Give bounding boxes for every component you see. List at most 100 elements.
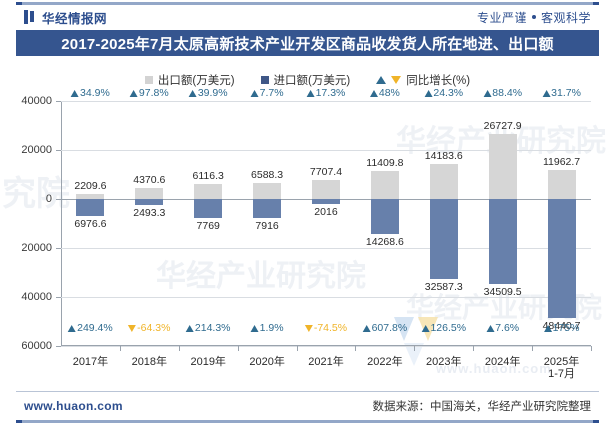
arrow-up-icon — [421, 324, 430, 332]
bar-export[interactable] — [194, 184, 223, 199]
bar-value-import: 32587.3 — [424, 280, 463, 293]
footer-divider — [16, 391, 599, 392]
y-axis-line — [61, 101, 62, 346]
y-axis-tick — [56, 297, 61, 298]
page-footer: www.huaon.com 数据来源：中国海关，华经产业研究院整理 — [16, 392, 599, 420]
chart-category-group: 6116.3 7769 39.9% 214.3% 2019年 — [179, 87, 238, 368]
arrow-up-icon — [369, 89, 378, 97]
bar-export[interactable] — [76, 193, 105, 199]
legend-label-import: 进口额(万美元) — [273, 75, 351, 87]
bar-import[interactable] — [547, 199, 576, 318]
bar-export[interactable] — [135, 188, 164, 199]
growth-label-import: 214.3% — [185, 322, 231, 334]
x-axis-label-line1: 2021年 — [308, 356, 344, 368]
growth-value-import: -64.3% — [137, 322, 171, 334]
bar-import[interactable] — [194, 199, 223, 219]
chart-category-group: 6588.3 7916 7.7% 1.9% 2020年 — [238, 87, 297, 368]
arrow-up-icon — [250, 324, 259, 332]
footer-site-url[interactable]: www.huaon.com — [24, 399, 123, 413]
bullet-dot-icon — [531, 15, 536, 19]
bar-export[interactable] — [370, 171, 399, 199]
bar-value-import: 2016 — [314, 205, 338, 218]
arrow-up-icon — [129, 89, 138, 97]
gridline — [61, 297, 591, 298]
growth-label-export: 48% — [369, 87, 400, 99]
watermark-1: 究院 — [2, 175, 70, 213]
x-axis-label: 2021年 — [308, 356, 343, 368]
chart-category-group: 4370.6 2493.3 97.8% -64.3% 2018年 — [120, 87, 179, 368]
gridline — [61, 248, 591, 249]
y-axis-label: 0 — [45, 193, 52, 205]
chart-category-group: 11962.7 48440.7 31.7% 175% 2025年 1-7月 — [532, 87, 591, 380]
chart-category-group: 14183.6 32587.3 24.3% 126.5% 2023年 — [414, 87, 473, 368]
x-axis-tick — [296, 346, 298, 351]
chart-container: 究院 华经产业研究院 华经产业研究院 华经产业研究院 www.huaon.com… — [2, 56, 606, 383]
bar-export[interactable] — [253, 182, 282, 199]
chart-category-group: 7707.4 2016 17.3% -74.5% 2021年 — [297, 87, 356, 368]
page-header: 华经情报网 专业严谨 客观科学 — [16, 5, 599, 29]
y-axis-tick — [56, 101, 61, 102]
x-axis-label-line1: 2025年 — [543, 356, 580, 368]
x-axis-label-line1: 2017年 — [72, 356, 109, 368]
growth-label-import: -74.5% — [304, 322, 347, 334]
y-axis-tick — [56, 150, 61, 151]
bar-value-export: 11962.7 — [542, 155, 581, 168]
legend-item-export[interactable]: 出口额(万美元) — [144, 72, 235, 88]
legend-swatch-import-icon — [260, 76, 269, 84]
growth-label-import: 607.8% — [362, 322, 408, 334]
x-axis-tick — [355, 346, 357, 351]
bar-value-export: 11409.8 — [366, 157, 404, 170]
bar-import[interactable] — [488, 199, 517, 284]
legend-item-import[interactable]: 进口额(万美元) — [260, 72, 351, 88]
bar-import[interactable] — [253, 199, 282, 219]
x-axis-label-line1: 2018年 — [131, 356, 168, 368]
x-axis-tick — [178, 346, 180, 351]
x-axis-tick — [473, 346, 475, 351]
growth-value-export: 34.9% — [80, 87, 110, 99]
bar-export[interactable] — [488, 133, 517, 199]
x-axis-label: 2024年 — [485, 356, 520, 368]
bar-import[interactable] — [135, 199, 164, 206]
legend-triangle-down-icon — [391, 76, 402, 84]
brand-name: 华经情报网 — [42, 11, 108, 26]
bar-value-export: 26727.9 — [483, 119, 522, 132]
bar-value-export: 2209.6 — [74, 179, 107, 192]
x-axis-tick — [591, 346, 592, 351]
growth-value-export: 88.4% — [492, 87, 523, 99]
y-axis-label: 20000 — [21, 144, 52, 156]
growth-value-import: 607.8% — [371, 322, 408, 334]
growth-value-export: 17.3% — [315, 87, 346, 99]
top-divider — [16, 2, 599, 5]
bar-export[interactable] — [429, 164, 458, 199]
bar-export[interactable] — [311, 180, 340, 199]
bar-import[interactable] — [311, 199, 340, 204]
bar-import[interactable] — [370, 199, 399, 234]
x-axis-label-line1: 2020年 — [249, 356, 285, 368]
chart-legend: 出口额(万美元) 进口额(万美元) 同比增长(%) — [16, 72, 599, 88]
legend-triangle-up-icon — [376, 76, 387, 84]
chart-category-group: 26727.9 34509.5 88.4% 7.6% 2024年 — [473, 87, 532, 368]
arrow-down-icon — [304, 324, 313, 332]
arrow-up-icon — [185, 324, 194, 332]
growth-value-export: 24.3% — [433, 87, 464, 99]
bar-export[interactable] — [547, 169, 576, 199]
bar-value-import: 34509.5 — [483, 285, 522, 298]
arrow-up-icon — [306, 89, 315, 97]
legend-item-growth[interactable]: 同比增长(%) — [376, 72, 470, 88]
bottom-divider — [16, 420, 599, 423]
growth-label-export: 97.8% — [129, 87, 169, 99]
growth-value-import: 1.9% — [259, 322, 284, 334]
legend-swatch-export-icon — [144, 76, 153, 84]
bar-import[interactable] — [76, 199, 105, 217]
bar-value-export: 14183.6 — [424, 150, 463, 163]
chart-category-group: 11409.8 14268.6 48% 607.8% 2022年 — [355, 87, 414, 368]
x-axis-label: 2022年 — [367, 356, 402, 368]
bar-value-export: 6588.3 — [251, 168, 284, 181]
gridline — [61, 150, 591, 151]
bar-import[interactable] — [429, 199, 458, 279]
y-axis-label: 40000 — [21, 291, 52, 303]
arrow-up-icon — [486, 324, 495, 332]
growth-value-import: 175% — [552, 322, 580, 334]
arrow-up-icon — [543, 324, 552, 332]
